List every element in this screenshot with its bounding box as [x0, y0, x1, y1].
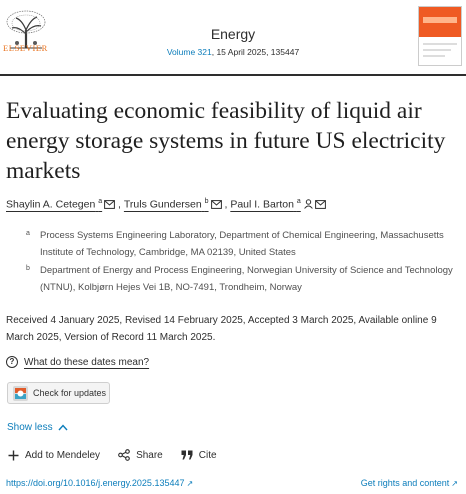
author-separator: , — [115, 198, 124, 211]
external-link-icon: ↗ — [451, 479, 458, 488]
share-icon — [118, 449, 130, 461]
check-for-updates-label: Check for updates — [33, 388, 107, 398]
article-header: ELSEVIER Energy Volume 321, 15 April 202… — [0, 0, 466, 72]
author-cetegen[interactable]: Shaylin A. Cetegen a — [6, 198, 116, 211]
affiliation-text: Process Systems Engineering Laboratory, … — [40, 230, 444, 258]
author-gundersen[interactable]: Truls Gundersen b — [124, 198, 222, 211]
cite-label: Cite — [198, 449, 217, 461]
author-barton[interactable]: Paul I. Barton a — [230, 198, 326, 211]
volume-info: Volume 321, 15 April 2025, 135447 — [0, 47, 466, 57]
header-divider — [0, 74, 466, 76]
elsevier-wordmark[interactable]: ELSEVIER — [3, 43, 48, 53]
author-name: Shaylin A. Cetegen — [6, 198, 96, 211]
dates-help-label: What do these dates mean? — [24, 356, 150, 368]
affiliation-letter: a — [26, 230, 30, 237]
issue-date-text: , 15 April 2025, 135447 — [211, 47, 300, 57]
affiliation-list: a Process Systems Engineering Laboratory… — [26, 228, 456, 298]
dates-help-link[interactable]: ? What do these dates mean? — [6, 356, 149, 368]
corresponding-author-icon — [303, 198, 313, 209]
quote-icon — [181, 450, 193, 460]
cite-button[interactable]: Cite — [181, 450, 217, 461]
journal-cover-thumbnail[interactable] — [418, 6, 462, 66]
author-list: Shaylin A. Cetegen a , Truls Gundersen b… — [6, 198, 326, 211]
external-link-icon: ↗ — [186, 479, 194, 488]
envelope-icon — [314, 199, 326, 209]
article-dates: Received 4 January 2025, Revised 14 Febr… — [6, 315, 437, 343]
crossmark-icon — [13, 385, 28, 401]
affiliation-item: a Process Systems Engineering Laboratory… — [26, 228, 456, 261]
share-label: Share — [136, 449, 163, 461]
article-actions: Add to Mendeley Share Cite — [8, 449, 235, 461]
affiliation-item: b Department of Energy and Process Engin… — [26, 263, 456, 296]
cover-line — [423, 49, 451, 51]
show-less-toggle[interactable]: Show less — [7, 422, 68, 433]
author-affil-sup: a — [296, 198, 301, 205]
chevron-up-icon — [58, 424, 68, 431]
author-affil-sup: b — [204, 198, 209, 205]
add-to-mendeley-button[interactable]: Add to Mendeley — [8, 450, 100, 461]
plus-icon — [8, 450, 19, 460]
show-less-label: Show less — [7, 422, 53, 433]
cover-line — [423, 55, 445, 57]
doi-text: https://doi.org/10.1016/j.energy.2025.13… — [6, 478, 185, 488]
cover-title-band — [423, 17, 457, 23]
article-title: Evaluating economic feasibility of liqui… — [6, 98, 446, 184]
author-name: Paul I. Barton — [230, 198, 294, 211]
cover-line — [423, 43, 457, 45]
share-button[interactable]: Share — [118, 449, 163, 461]
envelope-icon — [210, 199, 222, 209]
author-affil-sup: a — [98, 198, 103, 205]
add-to-mendeley-label: Add to Mendeley — [25, 449, 101, 461]
rights-text: Get rights and content — [360, 478, 450, 488]
doi-link[interactable]: https://doi.org/10.1016/j.energy.2025.13… — [6, 478, 193, 488]
volume-link[interactable]: Volume 321 — [166, 47, 212, 57]
rights-link[interactable]: Get rights and content ↗ — [361, 478, 458, 488]
affiliation-text: Department of Energy and Process Enginee… — [40, 265, 453, 293]
author-separator: , — [221, 198, 231, 211]
check-for-updates-button[interactable]: Check for updates — [7, 382, 110, 404]
affiliation-letter: b — [26, 265, 30, 272]
journal-title[interactable]: Energy — [210, 26, 256, 42]
question-circle-icon: ? — [6, 356, 18, 368]
author-name: Truls Gundersen — [123, 198, 202, 211]
envelope-icon — [104, 199, 116, 209]
elsevier-tree-logo[interactable] — [4, 4, 48, 56]
